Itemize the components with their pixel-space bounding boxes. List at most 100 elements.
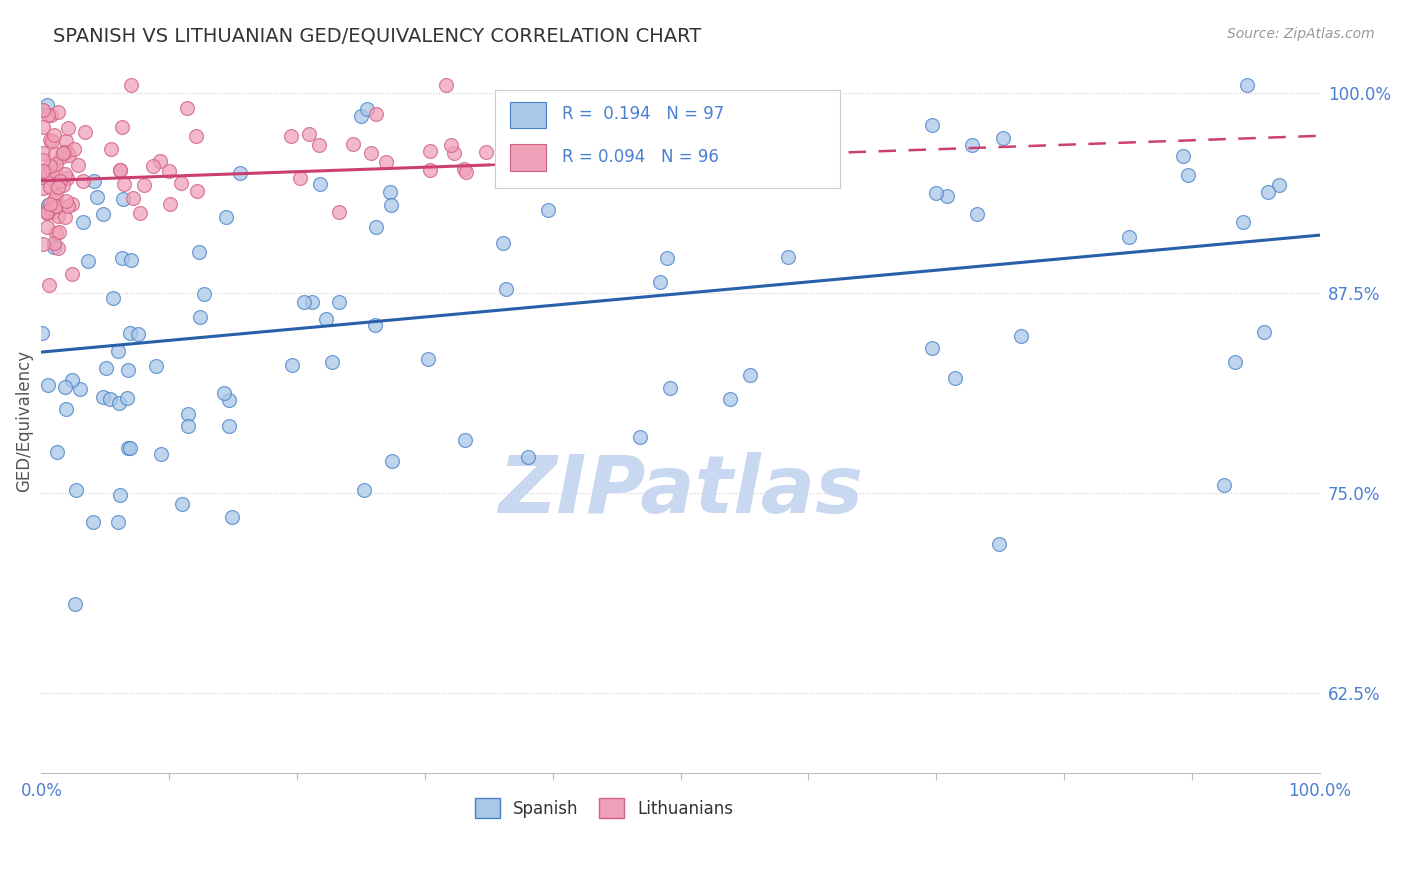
Point xyxy=(31,326,53,340)
Point xyxy=(292,295,315,310)
Point xyxy=(1010,329,1032,343)
Point xyxy=(35,205,58,219)
Point xyxy=(659,381,682,395)
Point xyxy=(454,165,477,179)
Point xyxy=(280,129,302,144)
Point xyxy=(65,483,87,497)
Point xyxy=(69,383,91,397)
Point xyxy=(31,169,53,184)
Point xyxy=(83,174,105,188)
Point xyxy=(44,194,66,208)
Point xyxy=(38,197,60,211)
Point xyxy=(1257,185,1279,199)
Point xyxy=(37,203,59,218)
Point xyxy=(52,145,75,159)
Point xyxy=(1268,178,1291,193)
Point xyxy=(46,209,69,223)
Point xyxy=(290,170,312,185)
Text: R = 0.094   N = 96: R = 0.094 N = 96 xyxy=(561,148,718,166)
Point xyxy=(55,134,77,148)
Point xyxy=(65,597,87,611)
Point xyxy=(301,294,323,309)
Point xyxy=(176,101,198,115)
Point xyxy=(118,326,141,341)
Point xyxy=(45,199,67,213)
Point xyxy=(37,206,59,220)
Point xyxy=(108,488,131,502)
Point xyxy=(1232,215,1254,229)
Point xyxy=(52,146,75,161)
Point xyxy=(177,418,200,433)
Point xyxy=(436,78,458,92)
Point xyxy=(1118,230,1140,244)
Point xyxy=(298,127,321,141)
Point xyxy=(187,244,209,259)
Text: ZIPatlas: ZIPatlas xyxy=(498,452,863,531)
Point xyxy=(374,154,396,169)
Point xyxy=(419,144,441,158)
Point xyxy=(218,418,240,433)
Point xyxy=(60,267,83,281)
Point xyxy=(159,197,181,211)
Point xyxy=(350,109,373,123)
Point xyxy=(657,251,679,265)
Point xyxy=(921,118,943,132)
Point xyxy=(149,154,172,169)
Point xyxy=(37,219,59,234)
Point xyxy=(718,392,741,407)
Point xyxy=(32,180,55,194)
Point xyxy=(650,275,672,289)
Legend: Spanish, Lithuanians: Spanish, Lithuanians xyxy=(468,791,740,825)
Point xyxy=(98,392,121,407)
Point xyxy=(108,163,131,178)
Point xyxy=(37,108,59,122)
Point xyxy=(49,150,72,164)
Point xyxy=(1223,355,1246,369)
Text: R =  0.194   N = 97: R = 0.194 N = 97 xyxy=(561,105,724,123)
Point xyxy=(52,178,75,192)
Point xyxy=(364,318,387,333)
Point xyxy=(39,108,62,122)
Point xyxy=(416,351,439,366)
Point xyxy=(111,120,134,135)
Point xyxy=(117,363,139,377)
Point xyxy=(328,294,350,309)
Point xyxy=(56,199,79,213)
Point xyxy=(42,240,65,254)
Point xyxy=(93,391,115,405)
Point xyxy=(212,386,235,401)
Point xyxy=(536,202,558,217)
Point xyxy=(993,130,1015,145)
Point xyxy=(184,128,207,143)
Point xyxy=(38,133,60,147)
Point xyxy=(474,145,496,159)
Point xyxy=(44,164,66,178)
Y-axis label: GED/Equivalency: GED/Equivalency xyxy=(15,350,32,492)
Point xyxy=(75,125,97,139)
FancyBboxPatch shape xyxy=(510,144,547,170)
Point xyxy=(378,185,401,199)
Point xyxy=(943,371,966,385)
Point xyxy=(46,241,69,255)
Point xyxy=(145,359,167,374)
Point xyxy=(45,226,67,240)
Point xyxy=(122,191,145,205)
Point xyxy=(34,165,56,179)
Point xyxy=(37,198,59,212)
Text: SPANISH VS LITHUANIAN GED/EQUIVALENCY CORRELATION CHART: SPANISH VS LITHUANIAN GED/EQUIVALENCY CO… xyxy=(53,27,702,45)
Point xyxy=(215,210,238,224)
Point xyxy=(32,103,55,117)
Point xyxy=(134,178,156,192)
Point xyxy=(111,192,134,206)
Point xyxy=(419,163,441,178)
Point xyxy=(56,120,79,135)
Point xyxy=(37,167,59,181)
Text: Source: ZipAtlas.com: Source: ZipAtlas.com xyxy=(1227,27,1375,41)
Point xyxy=(44,235,66,250)
Point xyxy=(91,207,114,221)
Point xyxy=(45,198,67,212)
Point xyxy=(321,355,343,369)
Point xyxy=(46,445,69,459)
Point xyxy=(39,201,62,215)
Point xyxy=(45,157,67,171)
